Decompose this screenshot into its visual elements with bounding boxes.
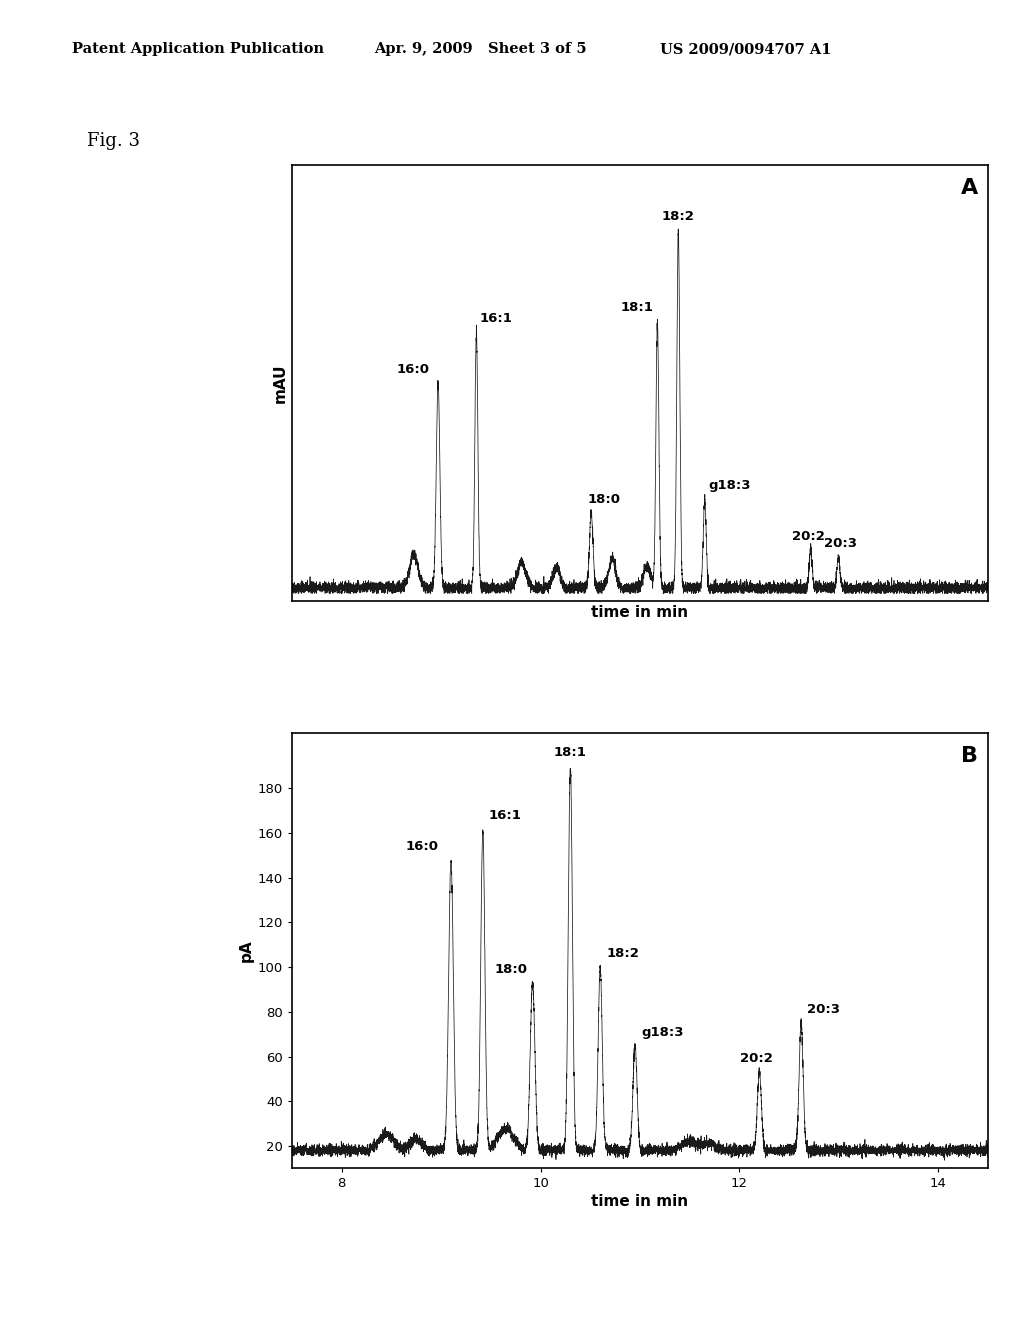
- Text: Fig. 3: Fig. 3: [87, 132, 140, 150]
- Text: 20:2: 20:2: [740, 1052, 773, 1065]
- Y-axis label: pA: pA: [239, 939, 253, 962]
- Text: 18:2: 18:2: [662, 210, 694, 223]
- Text: 20:2: 20:2: [793, 529, 825, 543]
- Text: 20:3: 20:3: [807, 1003, 840, 1016]
- Text: g18:3: g18:3: [641, 1026, 683, 1039]
- Text: 16:0: 16:0: [407, 841, 439, 853]
- Y-axis label: mAU: mAU: [272, 363, 288, 403]
- X-axis label: time in min: time in min: [592, 605, 688, 620]
- Text: 16:1: 16:1: [488, 809, 521, 822]
- X-axis label: time in min: time in min: [592, 1195, 688, 1209]
- Text: g18:3: g18:3: [709, 479, 751, 491]
- Text: 20:3: 20:3: [824, 537, 857, 549]
- Text: 18:1: 18:1: [621, 301, 654, 314]
- Text: B: B: [961, 746, 978, 766]
- Text: 18:2: 18:2: [606, 948, 639, 961]
- Text: 16:0: 16:0: [396, 363, 430, 375]
- Text: Apr. 9, 2009   Sheet 3 of 5: Apr. 9, 2009 Sheet 3 of 5: [374, 42, 587, 57]
- Text: 16:1: 16:1: [480, 312, 513, 325]
- Text: 18:0: 18:0: [495, 964, 527, 975]
- Text: 18:1: 18:1: [554, 746, 587, 759]
- Text: Patent Application Publication: Patent Application Publication: [72, 42, 324, 57]
- Text: A: A: [961, 178, 978, 198]
- Text: US 2009/0094707 A1: US 2009/0094707 A1: [660, 42, 831, 57]
- Text: 18:0: 18:0: [588, 494, 621, 506]
